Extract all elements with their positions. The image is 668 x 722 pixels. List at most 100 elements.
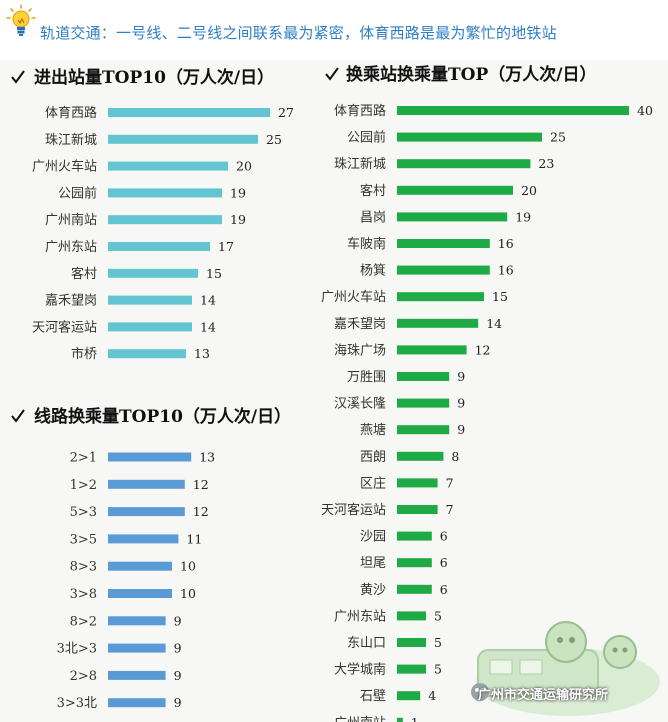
- chart-panel: 进出站量TOP10（万人次/日） 体育西路 27 珠江新城 25 广州火车站 20 公园前 19…: [0, 60, 668, 722]
- bar: [397, 478, 438, 488]
- bar: [108, 589, 172, 598]
- category-label: 昌岗: [360, 210, 386, 225]
- value-label: 5: [434, 635, 442, 650]
- bar: [397, 212, 508, 222]
- bar: [397, 159, 531, 169]
- category-label: 区庄: [360, 475, 386, 491]
- value-label: 6: [440, 529, 448, 544]
- value-label: 12: [193, 477, 209, 492]
- bar: [108, 134, 258, 144]
- value-label: 9: [457, 369, 465, 384]
- category-label: 万胜围: [347, 370, 386, 385]
- value-label: 19: [515, 209, 531, 224]
- chart-title: 换乘站换乘量TOP（万人次/日）: [346, 64, 596, 85]
- value-label: 12: [475, 342, 491, 357]
- value-label: 9: [457, 422, 465, 437]
- category-label: 体育西路: [45, 105, 97, 121]
- category-label: 坦尾: [360, 556, 386, 571]
- bar: [108, 322, 192, 332]
- value-label: 1: [411, 715, 419, 722]
- bar: [397, 451, 444, 461]
- checkmark-icon: [11, 70, 25, 84]
- category-label: 广州火车站: [32, 159, 97, 175]
- bar: [397, 318, 479, 328]
- bar: [108, 643, 166, 653]
- category-label: 8>2: [70, 614, 97, 629]
- bar: [108, 698, 166, 708]
- bar: [108, 188, 222, 198]
- value-label: 4: [428, 688, 436, 703]
- category-label: 广州东站: [45, 240, 97, 255]
- value-label: 20: [521, 183, 537, 198]
- bar: [108, 268, 198, 278]
- category-label: 3>8: [70, 587, 97, 602]
- value-label: 16: [498, 263, 514, 278]
- category-label: 广州南站: [45, 212, 97, 228]
- category-label: 东山口: [347, 636, 386, 651]
- value-label: 9: [174, 668, 182, 683]
- bar: [397, 132, 542, 142]
- value-label: 10: [180, 586, 196, 601]
- value-label: 6: [440, 555, 448, 570]
- bar: [397, 558, 432, 568]
- bar: [108, 616, 166, 626]
- value-label: 15: [492, 289, 508, 304]
- value-label: 19: [230, 212, 246, 227]
- bar: [397, 531, 432, 541]
- bar: [397, 265, 490, 275]
- bar: [108, 507, 185, 517]
- category-label: 天河客运站: [321, 502, 386, 518]
- category-label: 珠江新城: [45, 132, 97, 148]
- bar: [108, 295, 192, 305]
- value-label: 19: [230, 185, 246, 200]
- checkmark-icon: [11, 409, 25, 423]
- bar: [397, 239, 490, 248]
- bar: [108, 452, 192, 462]
- value-label: 7: [446, 475, 454, 490]
- bar: [397, 691, 421, 701]
- category-label: 黄沙: [360, 583, 386, 598]
- value-label: 25: [550, 130, 566, 145]
- value-label: 9: [174, 695, 182, 710]
- category-label: 2>8: [70, 669, 97, 684]
- bar: [397, 106, 629, 115]
- bar: [397, 584, 432, 594]
- bar: [397, 185, 513, 195]
- category-label: 公园前: [347, 130, 386, 146]
- value-label: 12: [193, 504, 209, 519]
- category-label: 嘉禾望岗: [45, 293, 97, 309]
- value-label: 17: [218, 239, 234, 254]
- value-label: 9: [174, 613, 182, 628]
- bar: [108, 534, 179, 544]
- category-label: 客村: [360, 183, 386, 199]
- value-label: 23: [538, 156, 554, 171]
- category-label: 5>3: [70, 505, 97, 520]
- value-label: 14: [200, 319, 216, 334]
- category-label: 燕塘: [360, 422, 386, 438]
- bar: [397, 664, 426, 674]
- category-label: 公园前: [58, 185, 97, 201]
- category-label: 8>3: [70, 560, 97, 575]
- bar: [108, 479, 185, 489]
- value-label: 14: [486, 316, 502, 331]
- category-label: 石壁: [360, 689, 386, 704]
- bar: [397, 425, 450, 435]
- value-label: 27: [278, 105, 294, 120]
- bar: [397, 638, 426, 647]
- lightbulb-icon: [6, 4, 36, 36]
- value-label: 10: [180, 559, 196, 574]
- value-label: 8: [451, 449, 459, 464]
- category-label: 汉溪长隆: [334, 397, 386, 412]
- value-label: 9: [174, 641, 182, 656]
- category-label: 西朗: [360, 450, 386, 465]
- value-label: 7: [446, 502, 454, 517]
- category-label: 车陂南: [347, 236, 386, 252]
- category-label: 嘉禾望岗: [334, 316, 386, 332]
- value-label: 20: [236, 159, 252, 174]
- bar: [397, 292, 484, 302]
- category-label: 杨箕: [360, 263, 386, 279]
- header-bar: 轨道交通：一号线、二号线之间联系最为紧密，体育西路是最为繁忙的地铁站: [0, 0, 668, 60]
- bar: [397, 505, 438, 514]
- category-label: 1>2: [70, 478, 97, 493]
